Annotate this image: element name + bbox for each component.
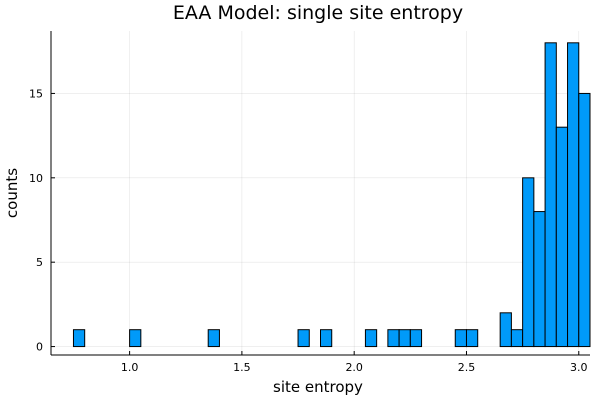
histogram-bar xyxy=(364,329,378,348)
x-tick-label: 2.0 xyxy=(345,361,363,374)
grid-layer xyxy=(51,31,590,355)
x-tick-label: 1.0 xyxy=(121,361,139,374)
histogram-bar xyxy=(567,42,580,348)
histogram-bar xyxy=(398,329,411,348)
histogram-bar xyxy=(544,42,557,348)
x-tick-label: 2.5 xyxy=(458,361,476,374)
histogram-bar xyxy=(522,177,535,348)
histogram-bar xyxy=(454,329,467,348)
ticks-layer: 1.0 1.5 2.0 2.5 3.0 0 5 10 15 xyxy=(29,87,588,374)
histogram-bar xyxy=(207,329,220,348)
y-tick-label: 15 xyxy=(29,87,43,100)
histogram-bar xyxy=(320,329,333,348)
histogram-bar xyxy=(578,92,591,348)
histogram-bar xyxy=(409,329,423,348)
y-tick-label: 5 xyxy=(36,256,43,269)
histogram-bar xyxy=(465,329,479,348)
histogram-bar xyxy=(510,329,524,348)
histogram-bar xyxy=(387,329,400,348)
histogram-bar xyxy=(555,126,569,348)
histogram-bar xyxy=(533,211,546,348)
y-axis-label: counts xyxy=(3,168,21,218)
x-tick-label: 1.5 xyxy=(233,361,251,374)
histogram-bar xyxy=(129,329,142,348)
x-axis-label: site entropy xyxy=(273,378,363,396)
bars-layer xyxy=(72,42,591,348)
histogram-bar xyxy=(297,329,310,348)
histogram-bar xyxy=(499,312,512,348)
y-tick-label: 10 xyxy=(29,172,43,185)
chart-title: EAA Model: single site entropy xyxy=(173,2,463,24)
x-tick-label: 3.0 xyxy=(570,361,588,374)
y-tick-label: 0 xyxy=(36,341,43,354)
histogram-bar xyxy=(72,329,86,348)
